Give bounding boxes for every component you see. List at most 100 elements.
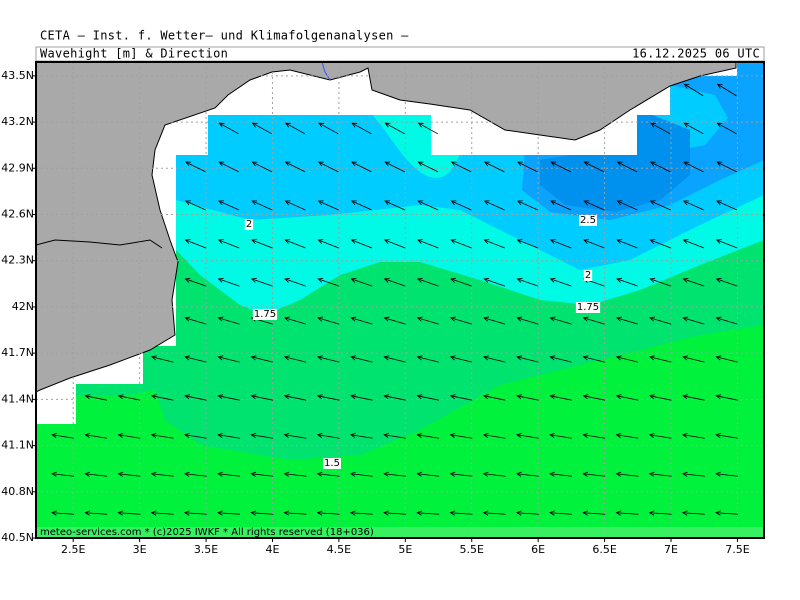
map-area: meteo-services.com * (c)2025 IWKF * All … bbox=[36, 62, 764, 538]
arrow bbox=[482, 510, 506, 516]
contour-label-bg bbox=[579, 215, 597, 226]
contour-label: 2.5 bbox=[580, 215, 596, 226]
arrow bbox=[449, 394, 473, 401]
arrow bbox=[350, 277, 373, 287]
y-tick-label: 42.9N bbox=[1, 161, 34, 174]
arrow bbox=[649, 200, 671, 211]
arrow bbox=[582, 471, 606, 477]
contour-label-bg bbox=[252, 309, 278, 320]
arrow bbox=[317, 200, 339, 211]
arrow bbox=[715, 471, 738, 477]
arrow bbox=[84, 471, 108, 477]
arrow bbox=[583, 239, 605, 249]
arrow bbox=[682, 239, 705, 249]
date: 16.12.2025 06 UTC bbox=[632, 47, 760, 61]
arrow bbox=[417, 200, 439, 211]
arrow bbox=[582, 394, 606, 401]
arrow bbox=[649, 161, 671, 173]
contour-label: 1.75 bbox=[577, 302, 599, 313]
footer-strip bbox=[36, 527, 764, 538]
arrow bbox=[351, 161, 372, 173]
arrow bbox=[217, 510, 241, 516]
x-tick-label: 5E bbox=[398, 543, 412, 556]
arrow bbox=[383, 394, 406, 401]
contour-label-bg bbox=[583, 270, 593, 281]
river bbox=[321, 62, 331, 81]
arrow bbox=[649, 355, 672, 363]
arrow bbox=[582, 510, 606, 516]
arrow bbox=[516, 316, 539, 325]
grid bbox=[36, 62, 764, 538]
arrow bbox=[217, 239, 240, 249]
arrow bbox=[450, 277, 472, 287]
arrow bbox=[517, 161, 538, 173]
arrow bbox=[250, 277, 273, 287]
arrow bbox=[284, 239, 306, 249]
arrow bbox=[283, 394, 307, 401]
arrow bbox=[316, 394, 340, 401]
arrow bbox=[450, 239, 472, 249]
x-tick-label: 2.5E bbox=[61, 543, 85, 556]
arrow bbox=[383, 432, 406, 439]
arrow bbox=[416, 394, 440, 401]
arrow bbox=[217, 394, 240, 401]
arrow bbox=[582, 432, 606, 439]
arrow bbox=[184, 355, 207, 363]
arrow bbox=[384, 161, 406, 173]
y-tick-label: 42.3N bbox=[1, 254, 34, 267]
arrow bbox=[416, 432, 440, 439]
arrow bbox=[250, 355, 273, 363]
contour-label: 1.5 bbox=[324, 458, 340, 469]
arrow bbox=[184, 394, 207, 401]
arrow bbox=[582, 316, 605, 325]
arrow bbox=[482, 471, 506, 477]
contour-label-bg bbox=[323, 458, 341, 469]
arrow bbox=[317, 277, 340, 287]
frame bbox=[35, 61, 765, 539]
arrow bbox=[251, 239, 273, 249]
arrow bbox=[317, 316, 340, 325]
arrow bbox=[150, 510, 174, 516]
x-tick-label: 4E bbox=[265, 543, 279, 556]
arrow bbox=[217, 432, 240, 439]
arrow bbox=[283, 432, 307, 439]
arrow bbox=[549, 355, 572, 363]
arrow bbox=[715, 277, 738, 287]
arrow bbox=[416, 355, 439, 363]
arrow bbox=[151, 355, 174, 363]
arrow bbox=[218, 122, 239, 135]
arrow bbox=[516, 277, 539, 287]
arrow bbox=[383, 277, 406, 287]
arrow bbox=[649, 277, 672, 287]
arrow bbox=[716, 200, 738, 211]
arrow bbox=[283, 471, 307, 477]
y-tick-label: 43.5N bbox=[1, 69, 34, 82]
arrow bbox=[516, 432, 539, 439]
arrow bbox=[648, 394, 672, 401]
arrow bbox=[251, 122, 273, 135]
arrow bbox=[716, 83, 737, 97]
contour-label: 2 bbox=[585, 270, 591, 281]
arrow bbox=[649, 239, 671, 249]
arrow bbox=[449, 355, 473, 363]
arrow bbox=[184, 316, 207, 325]
arrow bbox=[681, 471, 705, 477]
arrow bbox=[184, 200, 207, 211]
arrow bbox=[449, 471, 473, 477]
arrow bbox=[283, 316, 307, 325]
arrow bbox=[317, 239, 339, 249]
arrow bbox=[316, 510, 340, 516]
y-tick-label: 42N bbox=[12, 300, 34, 313]
arrow bbox=[117, 394, 141, 401]
arrow bbox=[383, 316, 406, 325]
arrow bbox=[682, 200, 705, 211]
title: Wavehight [m] & Direction bbox=[40, 47, 228, 61]
arrow bbox=[650, 122, 671, 135]
arrow bbox=[549, 239, 572, 249]
arrow bbox=[483, 355, 506, 363]
arrow bbox=[616, 239, 638, 249]
arrow bbox=[283, 510, 307, 516]
arrow bbox=[184, 432, 207, 439]
x-tick-label: 3.5E bbox=[194, 543, 218, 556]
arrow bbox=[250, 471, 274, 477]
